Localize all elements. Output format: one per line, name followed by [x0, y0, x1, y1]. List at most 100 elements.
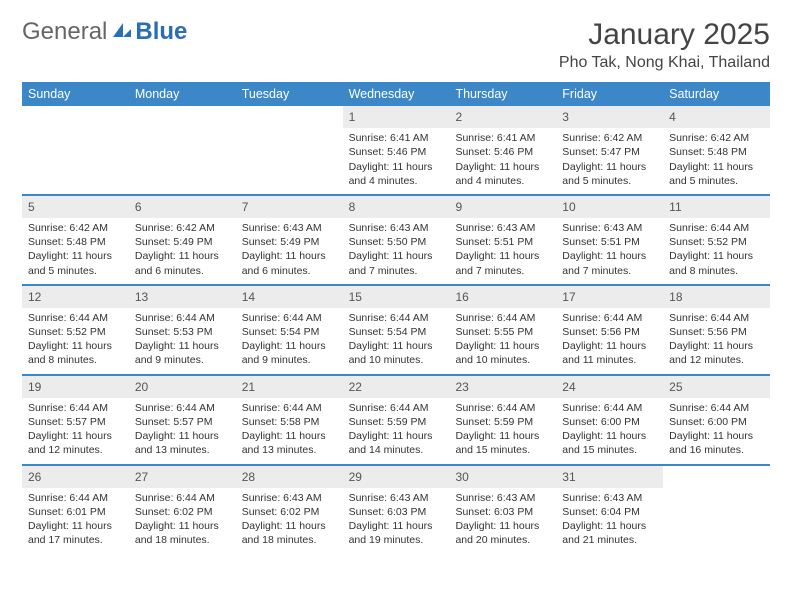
day-number: 1 — [343, 106, 450, 128]
day-details: Sunrise: 6:44 AMSunset: 5:52 PMDaylight:… — [22, 308, 129, 374]
calendar-cell: 15Sunrise: 6:44 AMSunset: 5:54 PMDayligh… — [343, 286, 450, 374]
calendar-cell: 20Sunrise: 6:44 AMSunset: 5:57 PMDayligh… — [129, 376, 236, 464]
day-number: 27 — [129, 466, 236, 488]
daylight-line-1: Daylight: 11 hours — [28, 249, 123, 263]
sunrise-line: Sunrise: 6:42 AM — [28, 221, 123, 235]
daylight-line-2: and 7 minutes. — [562, 264, 657, 278]
logo-text-2: Blue — [135, 18, 187, 46]
sunrise-line: Sunrise: 6:44 AM — [135, 401, 230, 415]
sunrise-line: Sunrise: 6:42 AM — [669, 131, 764, 145]
logo: General Blue — [22, 18, 187, 46]
daylight-line-2: and 12 minutes. — [669, 353, 764, 367]
calendar-cell: 19Sunrise: 6:44 AMSunset: 5:57 PMDayligh… — [22, 376, 129, 464]
calendar-cell: 24Sunrise: 6:44 AMSunset: 6:00 PMDayligh… — [556, 376, 663, 464]
day-number: 17 — [556, 286, 663, 308]
daylight-line-2: and 5 minutes. — [669, 174, 764, 188]
day-details: Sunrise: 6:43 AMSunset: 6:03 PMDaylight:… — [449, 488, 556, 554]
page-title: January 2025 — [559, 18, 770, 52]
day-number: 24 — [556, 376, 663, 398]
day-number: 25 — [663, 376, 770, 398]
daylight-line-2: and 15 minutes. — [455, 443, 550, 457]
sunrise-line: Sunrise: 6:44 AM — [242, 311, 337, 325]
sunset-line: Sunset: 5:46 PM — [349, 145, 444, 159]
sunrise-line: Sunrise: 6:43 AM — [455, 221, 550, 235]
sunrise-line: Sunrise: 6:44 AM — [455, 401, 550, 415]
sunset-line: Sunset: 5:48 PM — [669, 145, 764, 159]
day-details: Sunrise: 6:42 AMSunset: 5:48 PMDaylight:… — [663, 128, 770, 194]
daylight-line-2: and 10 minutes. — [349, 353, 444, 367]
daylight-line-1: Daylight: 11 hours — [349, 339, 444, 353]
logo-text-1: General — [22, 18, 107, 46]
sunrise-line: Sunrise: 6:43 AM — [562, 491, 657, 505]
day-number: 31 — [556, 466, 663, 488]
daylight-line-2: and 5 minutes. — [28, 264, 123, 278]
sunrise-line: Sunrise: 6:44 AM — [28, 311, 123, 325]
daylight-line-2: and 21 minutes. — [562, 533, 657, 547]
sunset-line: Sunset: 6:02 PM — [135, 505, 230, 519]
day-number: 16 — [449, 286, 556, 308]
daylight-line-1: Daylight: 11 hours — [349, 519, 444, 533]
sunrise-line: Sunrise: 6:44 AM — [669, 221, 764, 235]
calendar-cell: 4Sunrise: 6:42 AMSunset: 5:48 PMDaylight… — [663, 106, 770, 194]
calendar-cell: 18Sunrise: 6:44 AMSunset: 5:56 PMDayligh… — [663, 286, 770, 374]
daylight-line-1: Daylight: 11 hours — [28, 519, 123, 533]
calendar-cell: 14Sunrise: 6:44 AMSunset: 5:54 PMDayligh… — [236, 286, 343, 374]
daylight-line-2: and 9 minutes. — [135, 353, 230, 367]
sunset-line: Sunset: 5:59 PM — [349, 415, 444, 429]
sunrise-line: Sunrise: 6:43 AM — [349, 491, 444, 505]
day-number: 3 — [556, 106, 663, 128]
sunset-line: Sunset: 5:53 PM — [135, 325, 230, 339]
daylight-line-1: Daylight: 11 hours — [242, 519, 337, 533]
day-details: Sunrise: 6:44 AMSunset: 5:54 PMDaylight:… — [343, 308, 450, 374]
sunset-line: Sunset: 5:54 PM — [242, 325, 337, 339]
calendar-week: 1Sunrise: 6:41 AMSunset: 5:46 PMDaylight… — [22, 106, 770, 194]
sunrise-line: Sunrise: 6:43 AM — [242, 221, 337, 235]
calendar-week: 12Sunrise: 6:44 AMSunset: 5:52 PMDayligh… — [22, 284, 770, 374]
sunset-line: Sunset: 5:56 PM — [669, 325, 764, 339]
daylight-line-1: Daylight: 11 hours — [455, 160, 550, 174]
daylight-line-1: Daylight: 11 hours — [562, 519, 657, 533]
sunrise-line: Sunrise: 6:44 AM — [455, 311, 550, 325]
daylight-line-1: Daylight: 11 hours — [455, 429, 550, 443]
sunset-line: Sunset: 5:56 PM — [562, 325, 657, 339]
day-details: Sunrise: 6:42 AMSunset: 5:49 PMDaylight:… — [129, 218, 236, 284]
day-number: 12 — [22, 286, 129, 308]
calendar-cell: 12Sunrise: 6:44 AMSunset: 5:52 PMDayligh… — [22, 286, 129, 374]
day-number: 18 — [663, 286, 770, 308]
calendar-cell: 6Sunrise: 6:42 AMSunset: 5:49 PMDaylight… — [129, 196, 236, 284]
daylight-line-2: and 6 minutes. — [242, 264, 337, 278]
sunset-line: Sunset: 6:03 PM — [455, 505, 550, 519]
daylight-line-1: Daylight: 11 hours — [135, 519, 230, 533]
weekday-header: Thursday — [449, 82, 556, 106]
sunset-line: Sunset: 6:03 PM — [349, 505, 444, 519]
daylight-line-1: Daylight: 11 hours — [562, 160, 657, 174]
sunrise-line: Sunrise: 6:44 AM — [562, 401, 657, 415]
sunset-line: Sunset: 5:46 PM — [455, 145, 550, 159]
sunrise-line: Sunrise: 6:44 AM — [349, 311, 444, 325]
daylight-line-1: Daylight: 11 hours — [669, 339, 764, 353]
sunset-line: Sunset: 5:49 PM — [135, 235, 230, 249]
calendar-cell: 13Sunrise: 6:44 AMSunset: 5:53 PMDayligh… — [129, 286, 236, 374]
calendar-cell: 1Sunrise: 6:41 AMSunset: 5:46 PMDaylight… — [343, 106, 450, 194]
calendar-cell: 7Sunrise: 6:43 AMSunset: 5:49 PMDaylight… — [236, 196, 343, 284]
day-details: Sunrise: 6:42 AMSunset: 5:47 PMDaylight:… — [556, 128, 663, 194]
daylight-line-2: and 15 minutes. — [562, 443, 657, 457]
day-number: 6 — [129, 196, 236, 218]
day-details: Sunrise: 6:43 AMSunset: 6:02 PMDaylight:… — [236, 488, 343, 554]
sunset-line: Sunset: 5:47 PM — [562, 145, 657, 159]
sunset-line: Sunset: 5:52 PM — [28, 325, 123, 339]
day-details: Sunrise: 6:43 AMSunset: 5:50 PMDaylight:… — [343, 218, 450, 284]
daylight-line-1: Daylight: 11 hours — [562, 429, 657, 443]
sunrise-line: Sunrise: 6:43 AM — [562, 221, 657, 235]
weekday-header: Wednesday — [343, 82, 450, 106]
calendar-cell: 8Sunrise: 6:43 AMSunset: 5:50 PMDaylight… — [343, 196, 450, 284]
weekday-header: Friday — [556, 82, 663, 106]
sunrise-line: Sunrise: 6:44 AM — [562, 311, 657, 325]
day-details: Sunrise: 6:44 AMSunset: 5:59 PMDaylight:… — [449, 398, 556, 464]
day-number: 19 — [22, 376, 129, 398]
calendar-cell: 2Sunrise: 6:41 AMSunset: 5:46 PMDaylight… — [449, 106, 556, 194]
calendar-cell: 10Sunrise: 6:43 AMSunset: 5:51 PMDayligh… — [556, 196, 663, 284]
calendar: SundayMondayTuesdayWednesdayThursdayFrid… — [22, 82, 770, 553]
day-details: Sunrise: 6:44 AMSunset: 6:00 PMDaylight:… — [663, 398, 770, 464]
day-number: 15 — [343, 286, 450, 308]
